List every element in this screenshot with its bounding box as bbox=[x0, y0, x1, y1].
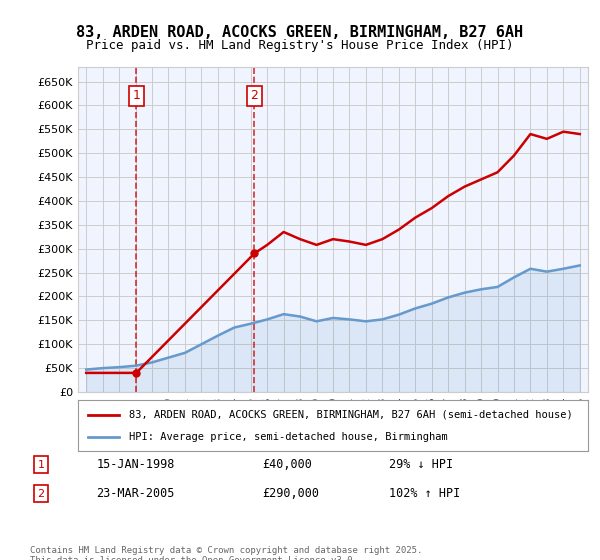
Text: 83, ARDEN ROAD, ACOCKS GREEN, BIRMINGHAM, B27 6AH (semi-detached house): 83, ARDEN ROAD, ACOCKS GREEN, BIRMINGHAM… bbox=[129, 409, 573, 419]
Text: £290,000: £290,000 bbox=[262, 487, 319, 500]
Text: Contains HM Land Registry data © Crown copyright and database right 2025.
This d: Contains HM Land Registry data © Crown c… bbox=[30, 546, 422, 560]
Text: 2: 2 bbox=[250, 90, 258, 102]
Text: 29% ↓ HPI: 29% ↓ HPI bbox=[389, 458, 453, 471]
Text: 83, ARDEN ROAD, ACOCKS GREEN, BIRMINGHAM, B27 6AH: 83, ARDEN ROAD, ACOCKS GREEN, BIRMINGHAM… bbox=[76, 25, 524, 40]
Text: 23-MAR-2005: 23-MAR-2005 bbox=[96, 487, 175, 500]
Text: £40,000: £40,000 bbox=[262, 458, 312, 471]
Text: 102% ↑ HPI: 102% ↑ HPI bbox=[389, 487, 460, 500]
Text: Price paid vs. HM Land Registry's House Price Index (HPI): Price paid vs. HM Land Registry's House … bbox=[86, 39, 514, 52]
Text: 15-JAN-1998: 15-JAN-1998 bbox=[96, 458, 175, 471]
Text: 1: 1 bbox=[133, 90, 140, 102]
Text: 2: 2 bbox=[37, 489, 44, 498]
Text: 1: 1 bbox=[38, 460, 44, 469]
Text: HPI: Average price, semi-detached house, Birmingham: HPI: Average price, semi-detached house,… bbox=[129, 432, 448, 442]
